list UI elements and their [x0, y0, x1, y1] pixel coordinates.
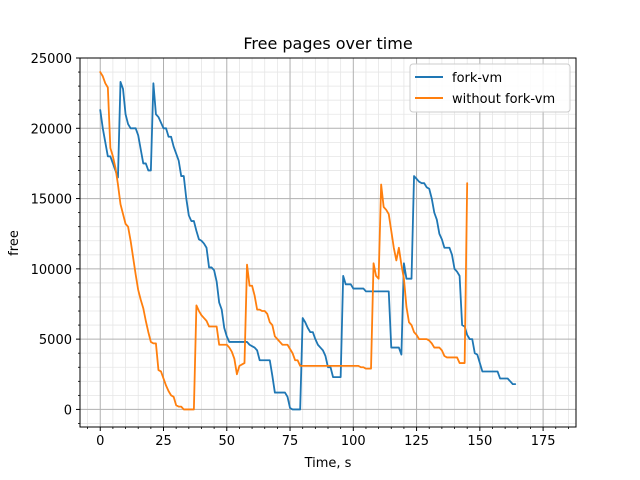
y-tick-label: 15000 — [31, 193, 72, 208]
y-tick-label: 5000 — [39, 333, 72, 348]
series-line-without-fork-vm — [99, 71, 469, 411]
x-tick-label: 75 — [282, 434, 299, 449]
x-axis-label: Time, s — [304, 456, 352, 471]
x-tick-label: 100 — [341, 434, 366, 449]
series-layer — [99, 71, 517, 411]
minor-gridlines — [80, 58, 576, 427]
x-tick-label: 150 — [467, 434, 492, 449]
x-tick-label: 25 — [155, 434, 172, 449]
chart-title: Free pages over time — [243, 34, 412, 53]
x-tick-label: 125 — [404, 434, 429, 449]
y-axis-label: free — [7, 230, 22, 256]
legend-box — [409, 63, 571, 113]
legend-label-fork-vm: fork-vm — [452, 71, 502, 86]
legend-label-without-fork-vm: without fork-vm — [452, 92, 555, 107]
series-line-fork-vm — [99, 81, 517, 411]
y-tick-label: 10000 — [31, 263, 72, 278]
y-tick-label: 0 — [64, 403, 72, 418]
x-tick-label: 50 — [219, 434, 236, 449]
axis-ticks: 0 25 50 75 100 125 150 175 0 5000 10000 15000 20000 2… — [31, 52, 569, 449]
x-tick-label: 175 — [531, 434, 556, 449]
y-tick-label: 20000 — [31, 122, 72, 137]
x-tick-label: 0 — [96, 434, 104, 449]
legend: fork-vm without fork-vm — [409, 63, 571, 113]
y-tick-label: 25000 — [31, 52, 72, 67]
